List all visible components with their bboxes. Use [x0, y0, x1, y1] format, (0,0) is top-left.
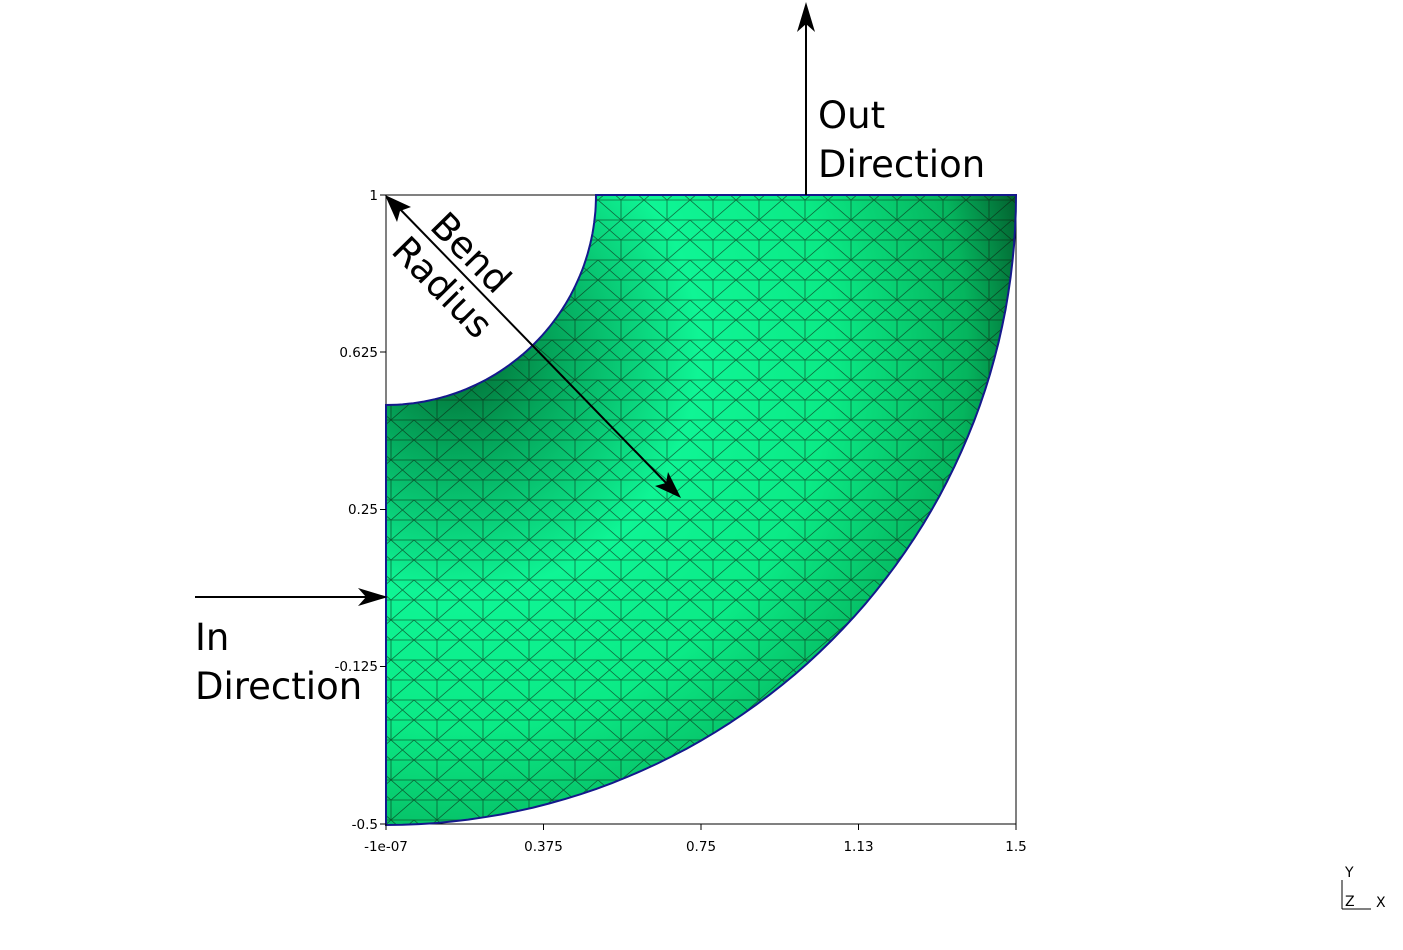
triad-z-label: Z: [1345, 894, 1355, 910]
y-tick-label: -0.5: [352, 817, 378, 833]
bend-radius-arrow: [385, 195, 681, 498]
pipe-bend-boundary: [385, 194, 1018, 827]
triad-x-label: X: [1376, 895, 1386, 911]
arrowhead-icon: [385, 195, 411, 222]
x-tick-label: 1.13: [843, 839, 873, 855]
x-axis: -1e-07 0.375 0.75 1.13 1.5: [364, 824, 1027, 855]
x-tick-label: -1e-07: [364, 839, 408, 855]
in-direction-label: In: [195, 616, 229, 659]
arrowhead-right-icon: [358, 588, 388, 606]
out-direction-arrow: [797, 2, 815, 195]
y-tick-label: 1: [369, 188, 378, 204]
pipe-bend-mesh: [386, 195, 1016, 825]
y-tick-label: 0.25: [348, 502, 378, 518]
triad-y-label: Y: [1344, 865, 1354, 881]
arrowhead-icon: [655, 472, 681, 498]
x-tick-label: 0.375: [524, 839, 563, 855]
x-tick-label: 1.5: [1005, 839, 1026, 855]
out-direction-label: Direction: [818, 143, 985, 186]
arrowhead-up-icon: [797, 2, 815, 32]
in-direction-arrow: [195, 588, 388, 606]
x-tick-label: 0.75: [686, 839, 716, 855]
y-axis: 1 0.625 0.25 -0.125 -0.5: [334, 188, 386, 833]
y-tick-label: 0.625: [339, 345, 378, 361]
in-direction-label: Direction: [195, 665, 362, 708]
out-direction-label: Out: [818, 94, 885, 137]
y-tick-label: -0.125: [334, 659, 378, 675]
pipe-bend-surface: [385, 194, 1018, 827]
axes-triad: Y Z X: [1341, 865, 1386, 911]
